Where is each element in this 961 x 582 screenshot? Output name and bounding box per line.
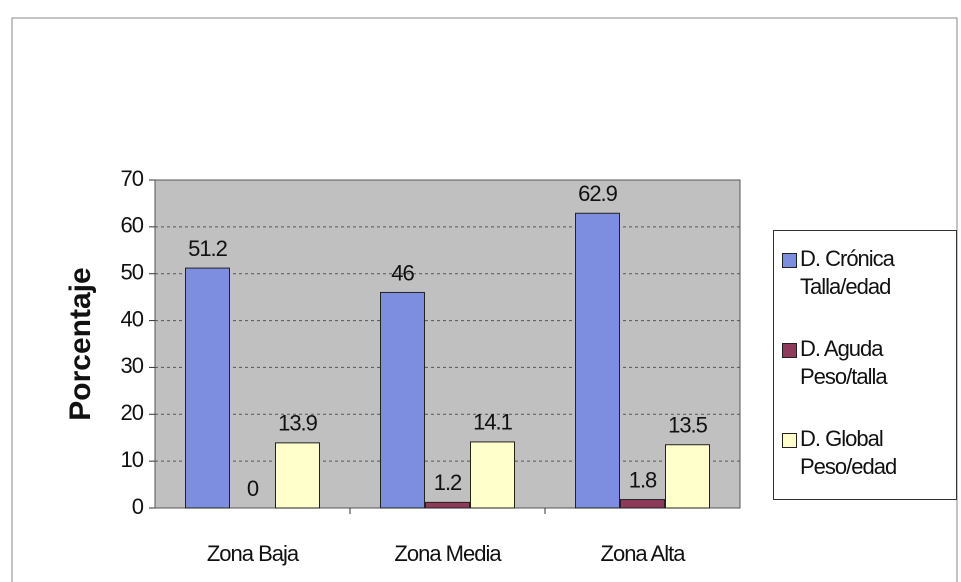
x-tick-label: Zona Alta <box>601 541 687 566</box>
x-tick-label: Zona Baja <box>207 541 300 566</box>
legend-item: D. Aguda Peso/talla <box>780 335 956 391</box>
value-label: 51.2 <box>188 236 228 261</box>
y-tick-label: 50 <box>121 260 144 285</box>
y-tick-label: 10 <box>121 447 144 472</box>
value-label: 14.1 <box>473 410 513 435</box>
legend-item: D. Crónica Talla/edad <box>780 245 956 301</box>
bar <box>470 441 515 509</box>
bar <box>620 499 665 509</box>
legend-item: D. Global Peso/edad <box>780 425 956 481</box>
value-label: 13.9 <box>278 411 318 436</box>
y-tick-label: 40 <box>121 306 144 331</box>
value-label: 1.8 <box>629 467 657 492</box>
value-label: 13.5 <box>668 413 708 438</box>
bar <box>380 291 425 509</box>
value-label: 62.9 <box>578 181 618 206</box>
chart-frame <box>11 17 958 582</box>
value-label: 46 <box>391 260 414 285</box>
bar <box>665 444 710 509</box>
value-label: 1.2 <box>434 470 462 495</box>
y-tick-label: 20 <box>121 400 144 425</box>
y-tick-label: 30 <box>121 353 144 378</box>
y-axis-label: Porcentaje <box>64 267 97 420</box>
plot-area <box>154 179 741 509</box>
legend-label: D. Crónica Talla/edad <box>800 246 895 299</box>
legend-label: D. Global Peso/edad <box>800 426 897 479</box>
bar <box>185 267 230 509</box>
legend-swatch <box>782 253 797 268</box>
bar <box>575 212 620 509</box>
y-tick-label: 60 <box>121 213 144 238</box>
legend: D. Crónica Talla/edad D. Aguda Peso/talla… <box>773 230 957 500</box>
y-tick-label: 0 <box>132 494 144 519</box>
y-tick-label: 70 <box>121 166 144 191</box>
bar <box>275 442 320 509</box>
legend-label: D. Aguda Peso/talla <box>800 336 888 389</box>
legend-swatch <box>782 343 797 358</box>
bar <box>425 501 470 509</box>
legend-swatch <box>782 433 797 448</box>
value-label: 0 <box>247 476 259 501</box>
x-tick-label: Zona Media <box>394 541 502 566</box>
